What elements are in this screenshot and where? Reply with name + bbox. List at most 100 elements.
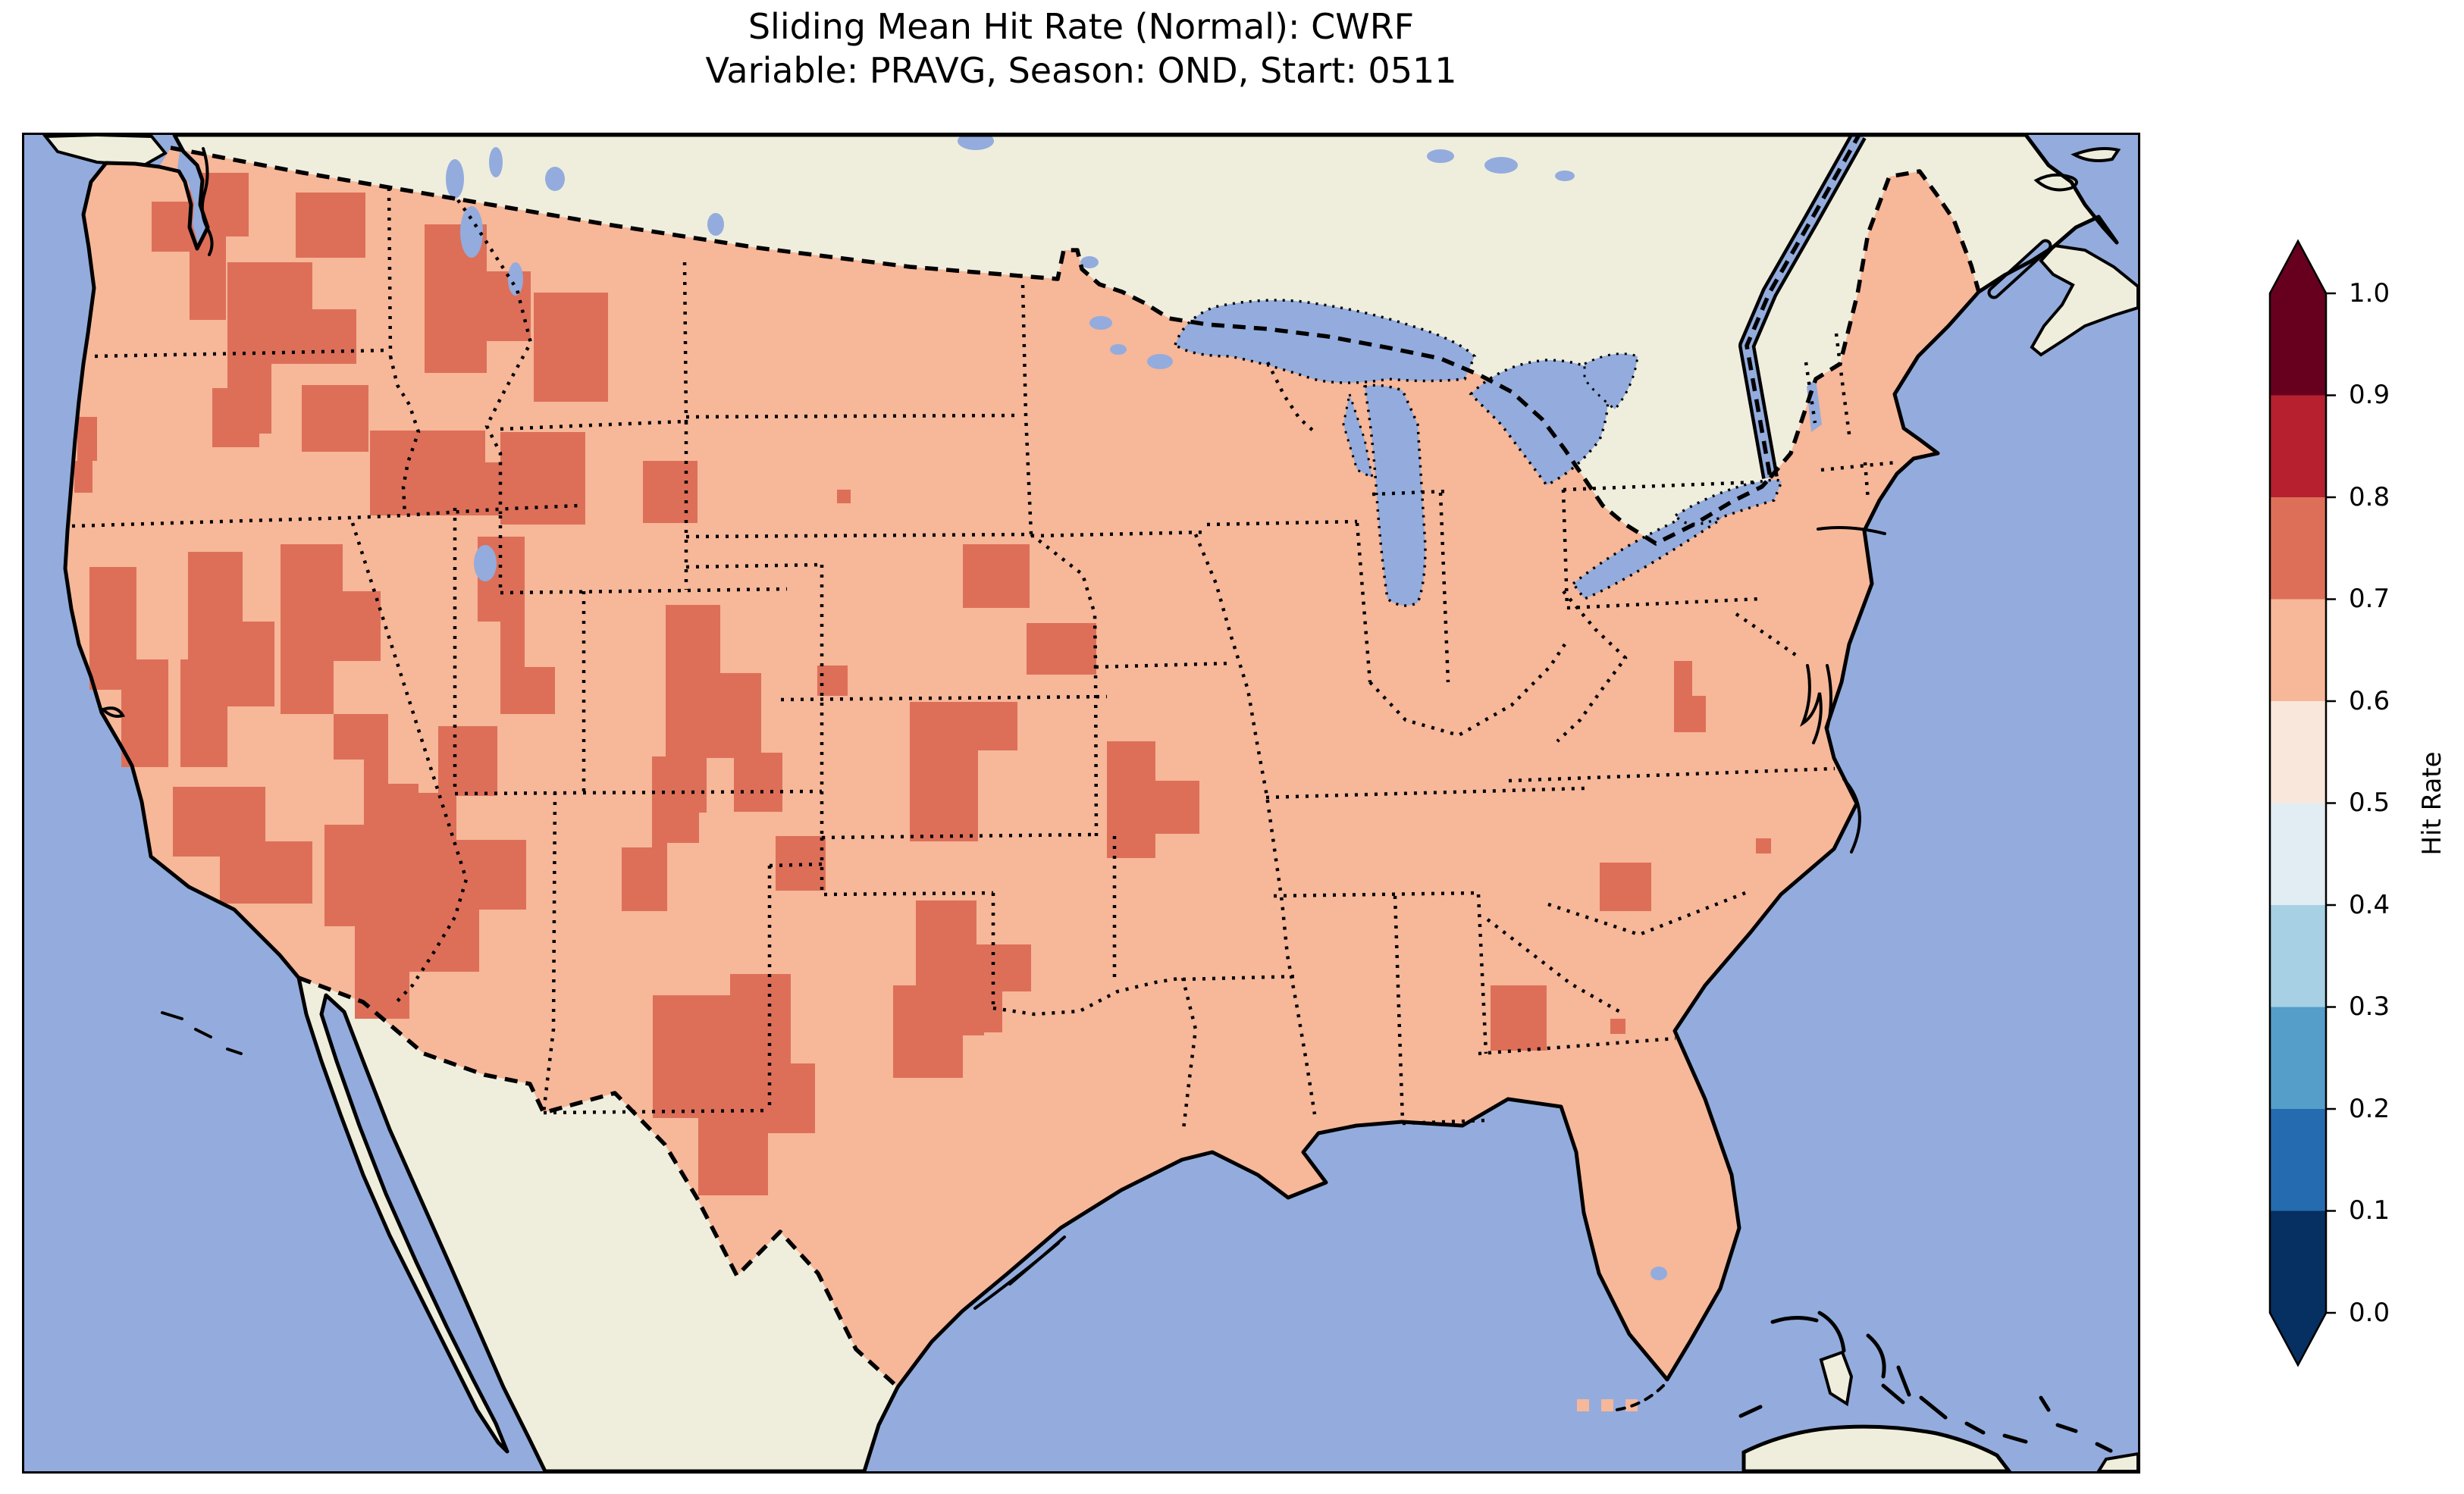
patch-wa-cascades xyxy=(190,173,249,320)
patch-ne-washington xyxy=(296,193,365,258)
patch-n-idaho-rockies xyxy=(425,224,531,373)
lake-okeechobee xyxy=(1651,1267,1667,1280)
colorbar-segment xyxy=(2270,293,2326,396)
eleuthera xyxy=(1866,1333,1886,1379)
channel-island-2 xyxy=(194,1028,212,1038)
anticosti-island xyxy=(2071,147,2121,162)
lake-michigan xyxy=(1363,384,1427,607)
patch-s-utah xyxy=(438,726,497,796)
canada-lake xyxy=(460,206,483,258)
canada-lake xyxy=(1555,171,1575,181)
patch-georgia xyxy=(1491,985,1547,1051)
caicos xyxy=(2055,1423,2078,1433)
nova-scotia xyxy=(2030,243,2138,357)
patch-w-montana xyxy=(534,293,608,402)
map-canvas xyxy=(22,133,2140,1474)
colorbar-tick-label: 1.0 xyxy=(2349,278,2390,309)
patch-nm-tx-bigbend xyxy=(653,974,815,1195)
state-borders xyxy=(71,187,1898,1130)
exuma xyxy=(1881,1383,1905,1405)
bahamas-islands xyxy=(1738,1311,2113,1453)
patch-sierra-nevada xyxy=(180,552,274,767)
lake-of-the-woods xyxy=(1080,256,1099,268)
patch-central-idaho xyxy=(370,431,540,515)
colorbar xyxy=(2268,239,2336,1367)
patch-socal-ranges xyxy=(173,787,312,904)
map-axes xyxy=(22,133,2140,1474)
channel-island-1 xyxy=(161,1011,183,1020)
puget-sound-squiggle xyxy=(200,147,214,256)
patch-siskiyou xyxy=(212,388,259,447)
patch-ca-coast-range xyxy=(89,567,168,767)
patch-blue-mountains xyxy=(302,385,368,452)
chesapeake-bay-1 xyxy=(1799,664,1823,744)
florida-keys xyxy=(1615,1384,1665,1411)
land-group xyxy=(42,135,2138,1471)
georgian-bay xyxy=(1583,352,1639,412)
channel-island-3 xyxy=(226,1048,243,1055)
long-island-bahamas xyxy=(1919,1395,1948,1420)
canada-lake xyxy=(707,213,724,236)
andros-island xyxy=(1819,1350,1854,1407)
lake-winnipeg xyxy=(958,135,994,150)
colorbar-tick-label: 0.6 xyxy=(2349,686,2390,716)
data-cell xyxy=(1577,1399,1589,1411)
cay-sal xyxy=(1738,1405,1763,1418)
country-borders xyxy=(170,135,1981,1389)
patch-nm-north xyxy=(622,756,699,911)
rainy-lake-2 xyxy=(1110,344,1127,355)
patch-ca-coast-cell-2 xyxy=(74,461,92,493)
figure-title: Sliding Mean Hit Rate (Normal): CWRF Var… xyxy=(24,5,2138,92)
coast-detail xyxy=(102,147,1886,1411)
canada-lake xyxy=(489,147,503,177)
colorbar-tick-label: 0.8 xyxy=(2349,482,2390,512)
inagua xyxy=(2002,1433,2028,1444)
vancouver-island xyxy=(42,135,168,168)
cat-island xyxy=(1896,1365,1911,1397)
patch-ozarks xyxy=(1107,741,1199,858)
colorbar-tick-label: 0.1 xyxy=(2349,1195,2390,1226)
grand-bahama xyxy=(1770,1316,1819,1324)
patch-yellowstone xyxy=(500,432,585,525)
colorbar-segment xyxy=(2270,395,2326,497)
colorbar-tick-label: 0.0 xyxy=(2349,1298,2390,1328)
colorbar-tick-marks xyxy=(2326,292,2336,1314)
keys-data-cells xyxy=(1577,1399,1638,1411)
puget-sound xyxy=(177,146,206,246)
colorbar-tick-label: 0.4 xyxy=(2349,890,2390,920)
great-salt-lake xyxy=(474,545,497,581)
colorbar-under-arrow xyxy=(2270,1313,2326,1365)
colorbar-segment xyxy=(2270,1109,2326,1211)
patch-sw-oklahoma xyxy=(916,900,1031,1035)
data-cell xyxy=(1601,1399,1613,1411)
lake-huron xyxy=(1469,359,1610,487)
colorbar-segment xyxy=(2270,599,2326,701)
patch-wasatch xyxy=(478,537,555,714)
canada-lake xyxy=(1484,157,1518,174)
patch-plains-cell xyxy=(837,490,851,503)
canada-lake xyxy=(545,167,565,191)
colorbar-tick-label: 0.3 xyxy=(2349,991,2390,1022)
colorbar-tick-label: 0.2 xyxy=(2349,1094,2390,1124)
colorbar-segment xyxy=(2270,1211,2326,1313)
green-bay xyxy=(1342,390,1375,480)
rainy-lake xyxy=(1089,316,1112,330)
lake-superior xyxy=(1173,299,1477,384)
turks xyxy=(2095,1442,2113,1453)
hispaniola-corner xyxy=(2096,1452,2138,1471)
crooked-island xyxy=(1964,1421,1986,1435)
patch-central-kansas xyxy=(910,702,1017,841)
colorbar-tick-label: 0.9 xyxy=(2349,380,2390,410)
patch-ca-coast-cell-1 xyxy=(77,417,97,461)
colorbar-axis-label: Hit Rate xyxy=(2417,751,2447,856)
canada-lake xyxy=(1427,149,1454,163)
canada-lake xyxy=(446,159,464,199)
patch-mogollon-rim xyxy=(324,793,526,1019)
tx-barrier-island-2 xyxy=(1008,1236,1066,1286)
colorbar-segment xyxy=(2270,905,2326,1007)
patch-bighorn xyxy=(643,461,698,523)
canada-lake xyxy=(508,262,523,296)
colorbar-tick-label: 0.5 xyxy=(2349,788,2390,818)
colorbar-segment xyxy=(2270,701,2326,803)
outer-banks xyxy=(1842,778,1861,853)
